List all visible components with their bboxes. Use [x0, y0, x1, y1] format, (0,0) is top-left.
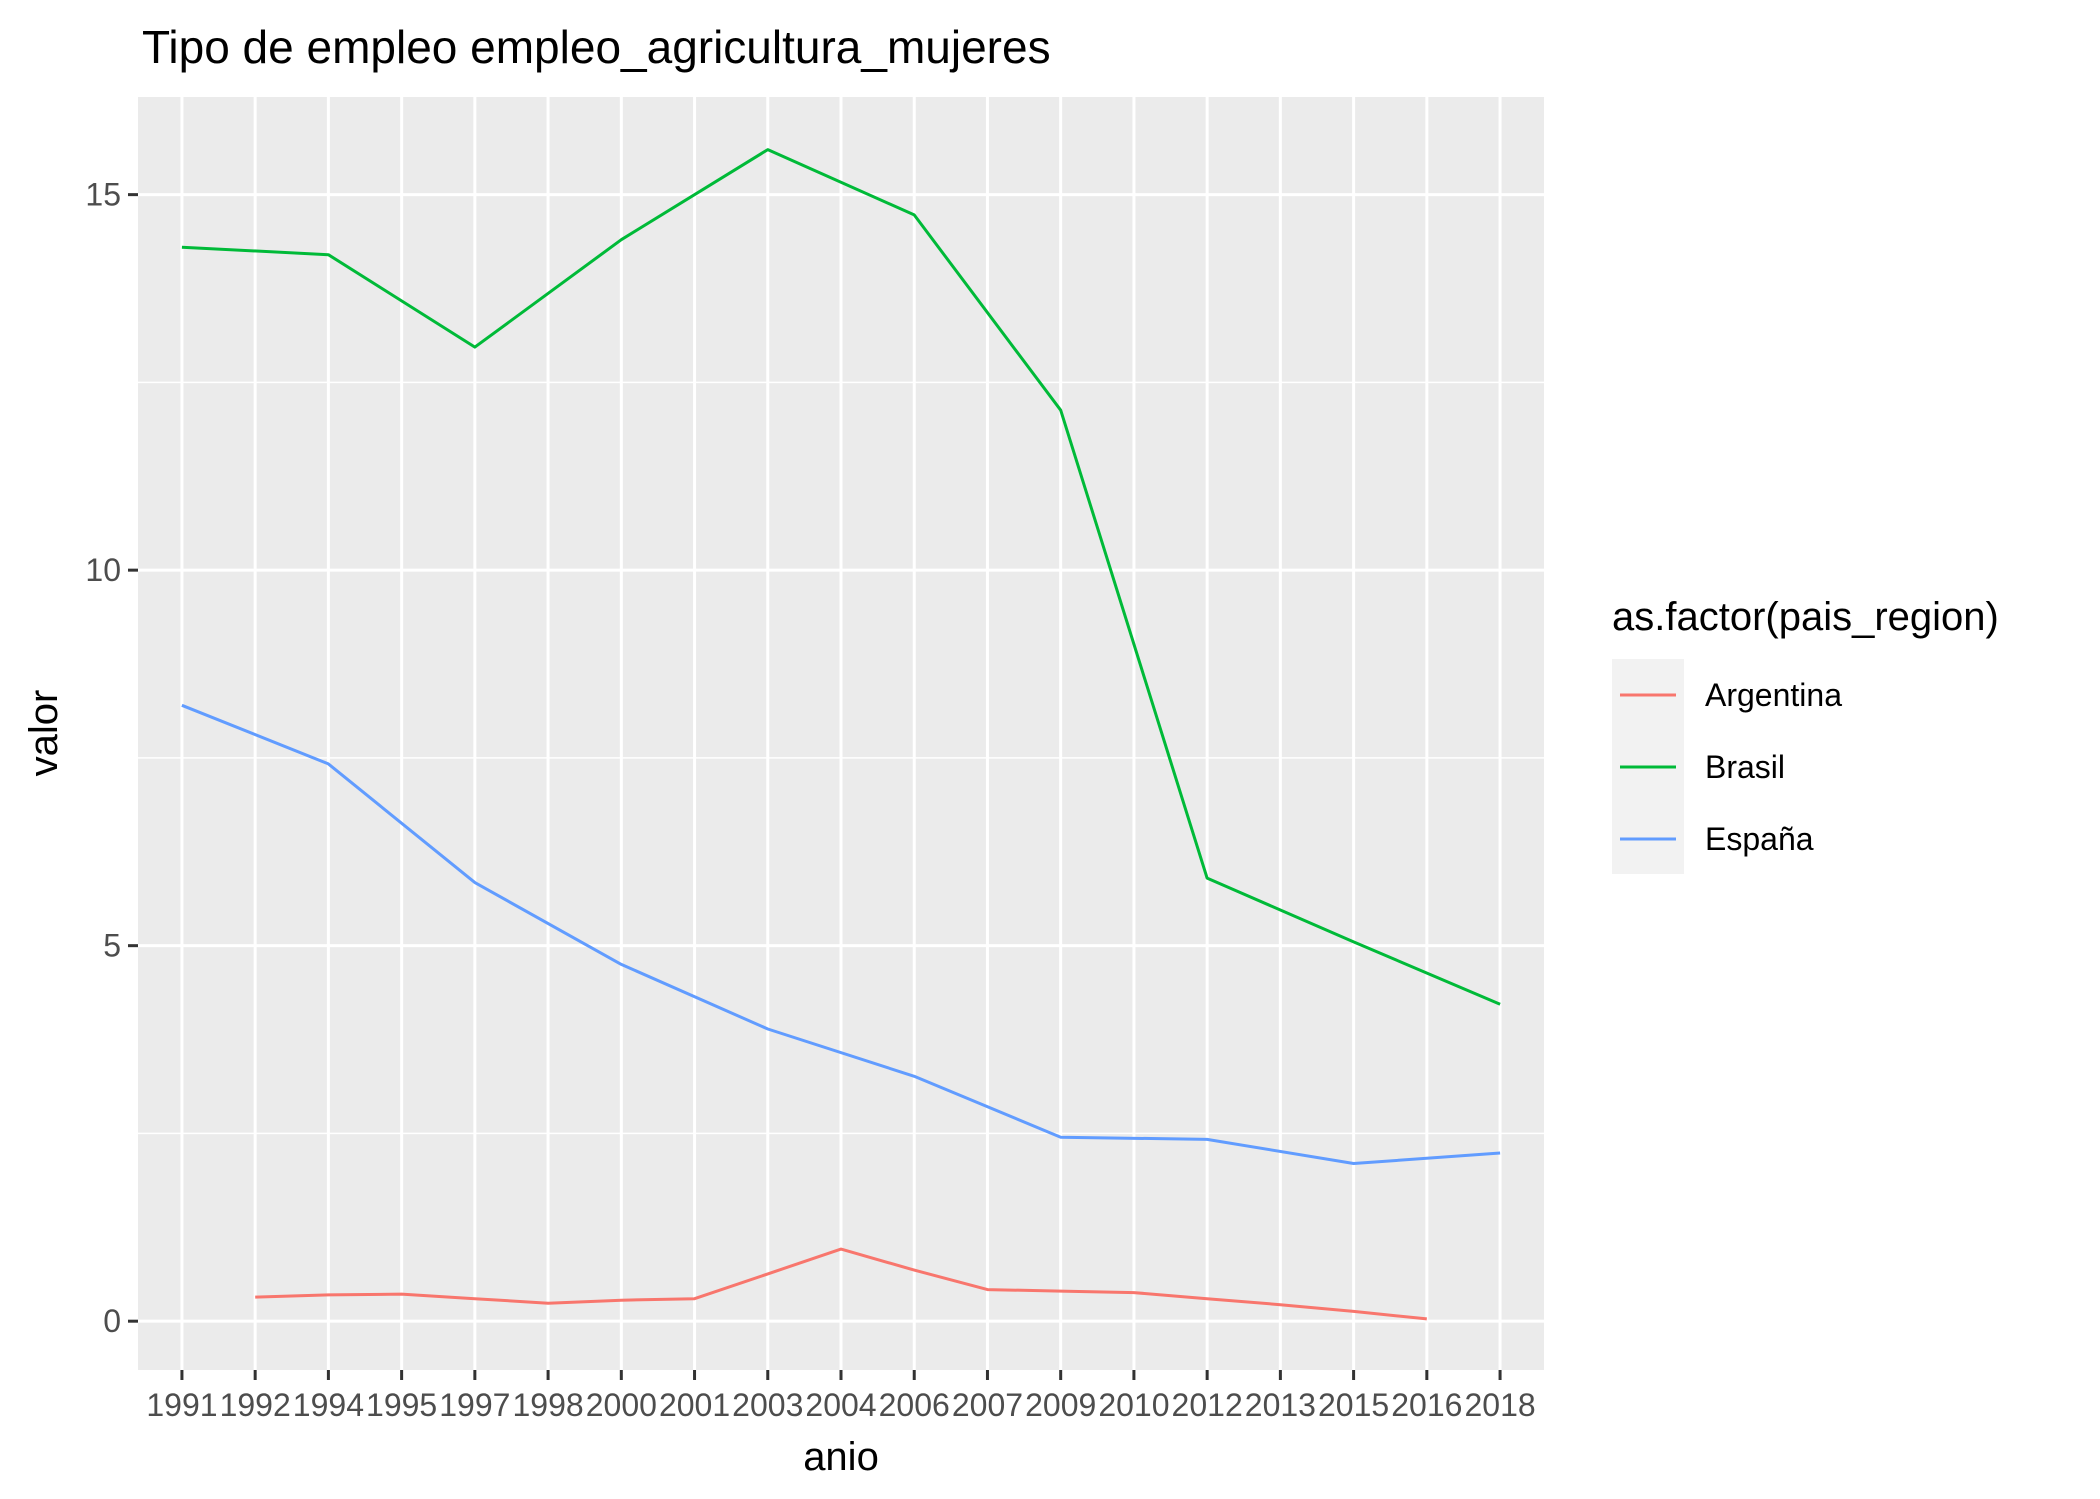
- x-tick-label: 2009: [1025, 1387, 1096, 1423]
- legend: as.factor(pais_region) Argentina Brasil Es…: [1612, 595, 1999, 874]
- x-tick-label: 2013: [1245, 1387, 1316, 1423]
- x-tick-label: 2012: [1172, 1387, 1243, 1423]
- x-tick-label: 2018: [1464, 1387, 1535, 1423]
- legend-label-españa: España: [1705, 821, 1814, 857]
- x-tick-label: 2007: [952, 1387, 1023, 1423]
- series-line-brasil: [181, 148, 1501, 1006]
- legend-label-brasil: Brasil: [1705, 749, 1785, 785]
- series-line-españa: [181, 703, 1501, 1165]
- y-tick-label: 15: [85, 177, 121, 213]
- x-tick-label: 1994: [293, 1387, 364, 1423]
- x-tick-label: 1998: [512, 1387, 583, 1423]
- x-tick-label: 2000: [586, 1387, 657, 1423]
- y-tick-label: 5: [103, 928, 121, 964]
- major-gridlines: [138, 97, 1544, 1370]
- x-tick-label: 2015: [1318, 1387, 1389, 1423]
- x-tick-label: 2006: [879, 1387, 950, 1423]
- series-line-argentina: [255, 1247, 1427, 1321]
- x-tick-label: 2001: [659, 1387, 730, 1423]
- y-tick-label: 10: [85, 552, 121, 588]
- y-axis: 0 5 10 15: [85, 177, 138, 1339]
- x-tick-label: 2010: [1098, 1387, 1169, 1423]
- x-tick-label: 2004: [805, 1387, 876, 1423]
- x-tick-label: 2016: [1391, 1387, 1462, 1423]
- x-tick-label: 1991: [146, 1387, 217, 1423]
- x-tick-label: 1992: [220, 1387, 291, 1423]
- x-axis-title: anio: [803, 1435, 879, 1479]
- series-lines: [181, 148, 1501, 1321]
- legend-items: Argentina Brasil España: [1620, 677, 1842, 857]
- legend-label-argentina: Argentina: [1705, 677, 1842, 713]
- y-tick-label: 0: [103, 1303, 121, 1339]
- x-tick-label: 2003: [732, 1387, 803, 1423]
- x-axis: 1991 1992 1994 1995 1997 1998 2000 2001 2003 2004…: [146, 1370, 1536, 1423]
- y-axis-title: valor: [22, 690, 66, 777]
- chart-title: Tipo de empleo empleo_agricultura_mujere…: [142, 21, 1051, 73]
- legend-title: as.factor(pais_region): [1612, 595, 1999, 639]
- x-tick-label: 1995: [366, 1387, 437, 1423]
- x-tick-label: 1997: [439, 1387, 510, 1423]
